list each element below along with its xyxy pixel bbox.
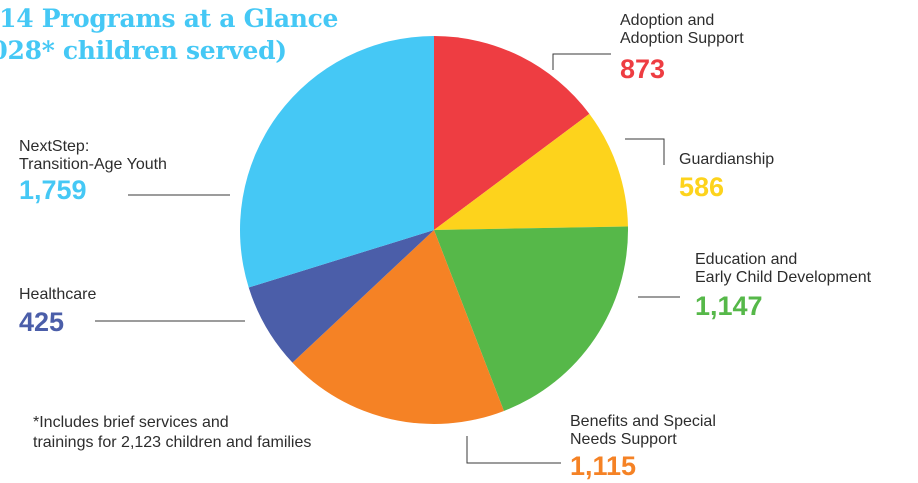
label-healthcare: Healthcare: [19, 286, 97, 303]
pie-slice-nextstep: [239, 35, 434, 288]
pie-slice-adoption: [434, 36, 590, 230]
pie-slice-education: [434, 226, 629, 411]
label-guardianship: Guardianship: [679, 151, 775, 168]
footnote: *Includes brief services and trainings f…: [33, 414, 312, 451]
value-adoption: 873: [620, 54, 666, 84]
chart-title-line-2: ,028* children served): [0, 36, 287, 65]
value-benefits: 1,115: [570, 451, 637, 481]
value-guardianship: 586: [679, 172, 725, 202]
value-nextstep: 1,759: [19, 175, 87, 205]
label-benefits: Benefits and Special Needs Support: [570, 413, 716, 448]
leader-adoption: [552, 53, 611, 70]
pie-slice-guardianship: [434, 113, 628, 230]
value-healthcare: 425: [19, 307, 65, 337]
pie-slice-benefits: [292, 230, 504, 424]
pie-slice-healthcare: [248, 230, 434, 363]
leader-benefits: [466, 436, 561, 464]
leader-guardianship: [625, 138, 665, 165]
chart-title-line-1: 014 Programs at a Glance: [0, 4, 339, 33]
value-education: 1,147: [695, 291, 763, 321]
label-education: Education and Early Child Development: [695, 251, 872, 286]
label-nextstep: NextStep: Transition-Age Youth: [19, 138, 167, 173]
label-adoption: Adoption and Adoption Support: [620, 12, 744, 47]
